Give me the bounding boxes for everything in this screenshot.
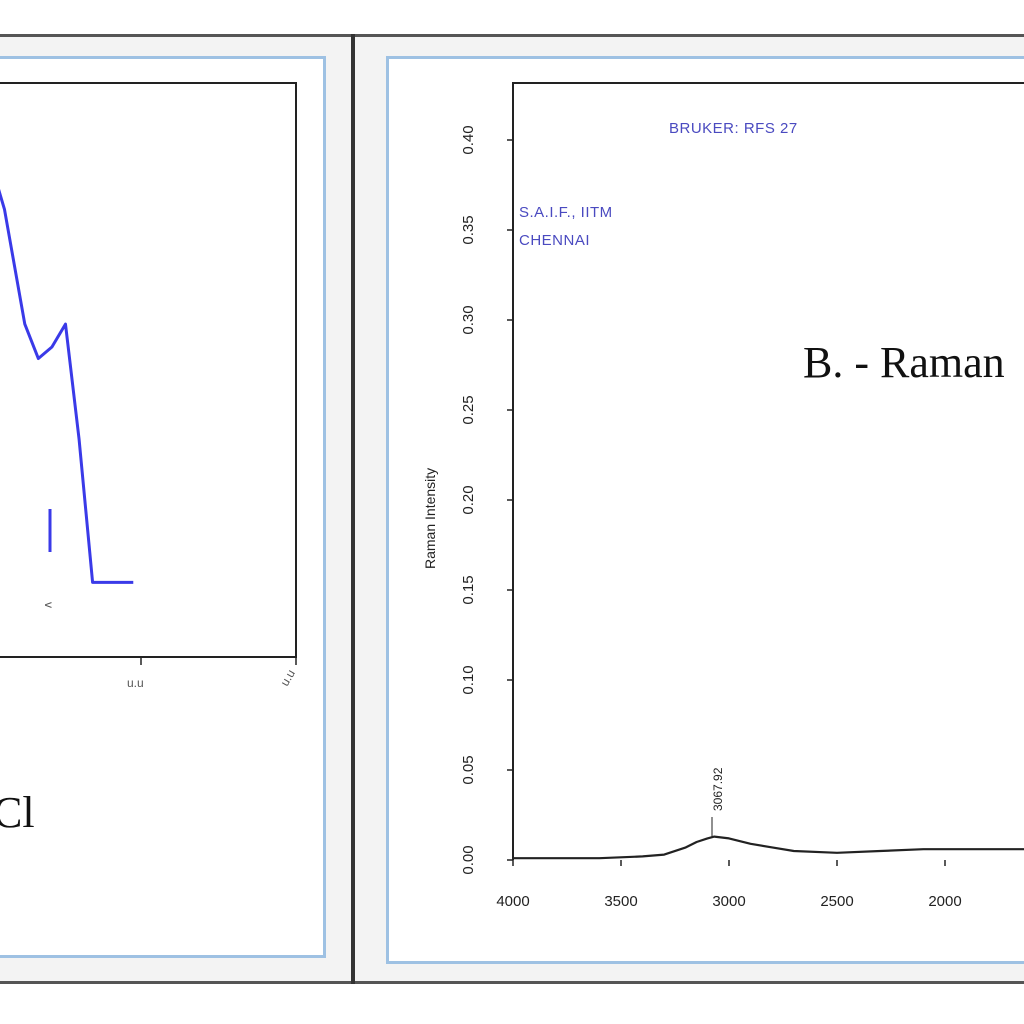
y-tick-label: 0.35 [460, 215, 477, 244]
right-chart-svg: 0.00 0.05 0.10 0.15 0.20 0.25 0.30 0.35 0.40 400… [422, 82, 1024, 910]
figure-top-border [0, 34, 1024, 37]
y-tick-label: 0.20 [460, 485, 477, 514]
right-chart-title: B. - Raman [803, 338, 1005, 387]
right-x-axis: 4000 3500 3000 2500 2000 [496, 860, 962, 910]
figure-bottom-border [0, 981, 1024, 984]
raman-spectrum-line [513, 835, 1024, 860]
x-tick-label: 2000 [928, 893, 961, 910]
y-tick-label: 0.05 [460, 755, 477, 784]
left-chart-panel: v u.u u.u Cl [0, 56, 326, 958]
right-chart-panel: 0.00 0.05 0.10 0.15 0.20 0.25 0.30 0.35 0.40 400… [386, 56, 1024, 964]
left-x-tick-label: u.u [277, 667, 297, 688]
y-tick-label: 0.25 [460, 395, 477, 424]
lab-annotation: S.A.I.F., IITM [519, 204, 613, 221]
y-tick-label: 0.40 [460, 125, 477, 154]
left-series-line [0, 188, 134, 584]
left-marker-label: v [42, 602, 56, 608]
city-annotation: CHENNAI [519, 232, 590, 249]
x-tick-label: 4000 [496, 893, 529, 910]
x-tick-label: 3000 [712, 893, 745, 910]
left-plot-frame [0, 82, 297, 658]
left-series-group [0, 188, 134, 584]
panel-divider [351, 34, 355, 984]
x-tick-label: 2500 [820, 893, 853, 910]
y-tick-label: 0.30 [460, 305, 477, 334]
y-tick-label: 0.00 [460, 845, 477, 874]
left-x-tick-label: u.u [127, 676, 144, 690]
x-tick-label: 3500 [604, 893, 637, 910]
right-plot-frame [512, 82, 1024, 860]
left-chart-svg: v u.u u.u Cl [0, 82, 298, 837]
y-tick-label: 0.15 [460, 575, 477, 604]
right-series-group [513, 835, 1024, 860]
y-axis-label: Raman Intensity [422, 468, 438, 569]
instrument-annotation: BRUKER: RFS 27 [669, 120, 798, 137]
y-tick-label: 0.10 [460, 665, 477, 694]
right-y-axis: 0.00 0.05 0.10 0.15 0.20 0.25 0.30 0.35 0.40 [460, 125, 513, 875]
left-chart-title: Cl [0, 788, 35, 837]
peak-label: 3067.92 [711, 767, 725, 811]
